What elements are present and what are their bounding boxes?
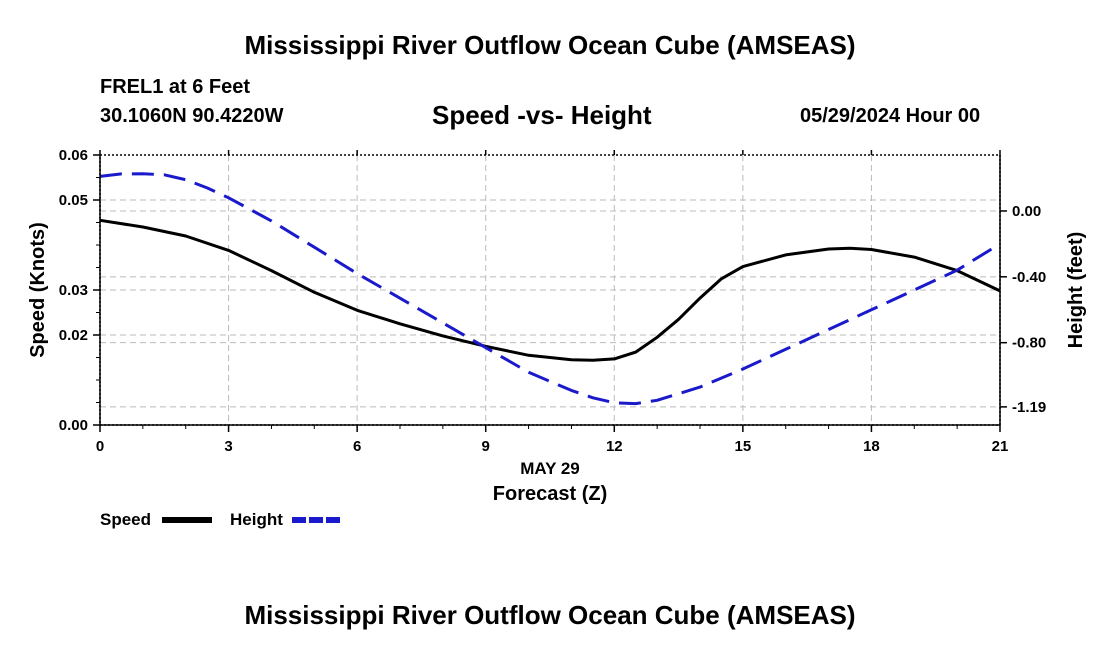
x-tick-label: 12 [606,438,623,455]
y-tick-label: 0.05 [59,192,88,209]
y-tick-label: 0.03 [59,282,88,299]
series-speed-line [99,218,1001,362]
y2-tick-label: -0.80 [1012,335,1046,352]
x-axis-label: Forecast (Z) [493,483,607,505]
footer-title: Mississippi River Outflow Ocean Cube (AM… [244,600,856,630]
axis-ticks: 0 3 6 9 12 15 18 21 0.00 0.02 0.03 0.05 0.06 0.00 -0.4… [59,147,1046,455]
series-height-line [99,172,1001,406]
y2-tick-label: -0.40 [1012,269,1046,286]
y2-tick-label: 0.00 [1012,203,1041,220]
legend: Speed Height [100,510,342,529]
x-tick-label: 21 [992,438,1009,455]
coordinates-label: 30.1060N 90.4220W [100,105,284,127]
forecast-datetime: 05/29/2024 Hour 00 [800,105,981,127]
series-lines [99,172,1001,406]
grid-lines [100,155,1000,425]
x-tick-label: 6 [353,438,361,455]
station-label: FREL1 at 6 Feet [100,76,251,98]
main-title: Mississippi River Outflow Ocean Cube (AM… [244,30,856,60]
y-tick-label: 0.06 [59,147,88,164]
legend-speed-label: Speed [100,510,151,529]
x-axis-sublabel: MAY 29 [520,459,580,478]
x-tick-label: 15 [735,438,752,455]
x-tick-label: 9 [482,438,490,455]
x-tick-label: 0 [96,438,104,455]
y2-axis-label: Height (feet) [1065,232,1087,349]
x-tick-label: 3 [224,438,232,455]
chart-title: Speed -vs- Height [432,100,652,130]
y-tick-label: 0.00 [59,417,88,434]
x-tick-label: 18 [863,438,880,455]
legend-height-label: Height [230,510,283,529]
y2-tick-label: -1.19 [1012,399,1046,416]
y-tick-label: 0.02 [59,327,88,344]
y-axis-label: Speed (Knots) [27,222,49,358]
